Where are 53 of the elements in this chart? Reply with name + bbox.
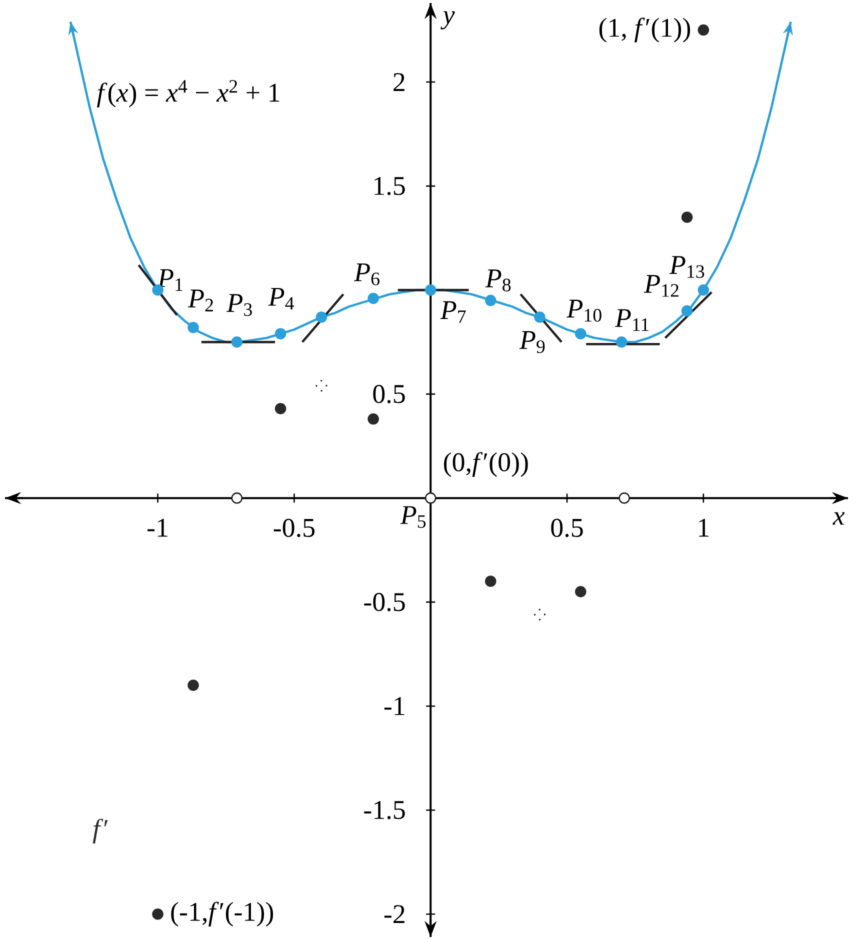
annotation: (0,f′(0)) <box>444 452 528 477</box>
point <box>575 328 586 340</box>
annotation: P$_{3}$ <box>226 294 252 316</box>
y-tick-label: 2 <box>394 73 404 91</box>
annotation: (1, f′(1)) <box>599 18 690 42</box>
text: f′ <box>92 818 108 844</box>
x-tick-label: 1 <box>699 518 709 537</box>
annotation: P$_{4}$ <box>268 288 294 310</box>
point <box>681 305 693 317</box>
y-tick-label: 0.5 <box>373 384 405 404</box>
annotation: P$_{11}$ <box>614 309 649 331</box>
text: f(x) = x$^{4}$ − x$^{2}$ + 1 <box>96 80 280 108</box>
point <box>424 492 436 504</box>
x-tick-label: -1 <box>148 518 168 537</box>
point <box>618 492 630 504</box>
y-tick-label: -0.5 <box>364 592 405 612</box>
y-tick-label: -2 <box>384 905 404 924</box>
point <box>681 212 693 223</box>
annotation: P$_{9}$ <box>519 331 545 354</box>
point <box>616 336 628 348</box>
annotation: P$_{13}$ <box>669 256 704 278</box>
y-tick-label: -1.5 <box>364 801 405 820</box>
annotation: P$_{12}$ <box>644 275 678 297</box>
annotation: P$_{2}$ <box>188 290 213 312</box>
point <box>484 576 496 587</box>
x-tick-label: 0.5 <box>551 518 583 538</box>
y-tick-label: -1 <box>384 697 404 716</box>
point <box>534 311 546 323</box>
x-axis-title: x <box>832 512 845 525</box>
point <box>188 322 199 334</box>
point <box>698 24 710 36</box>
point <box>698 284 710 296</box>
annotation: P$_{8}$ <box>485 270 511 292</box>
point <box>368 413 379 425</box>
point <box>424 284 436 296</box>
x-tick-label: -0.5 <box>274 518 315 538</box>
annotation: (-1,f′(-1)) <box>171 902 274 926</box>
y-tick-label: 1.5 <box>374 176 405 196</box>
annotation: P$_{5}$ <box>400 506 426 528</box>
point <box>316 311 328 323</box>
point <box>231 492 243 504</box>
point <box>152 908 164 920</box>
point <box>188 680 199 691</box>
point <box>274 402 286 414</box>
annotation: P$_{7}$ <box>440 301 466 323</box>
point <box>231 336 243 348</box>
point <box>274 328 286 340</box>
point <box>368 292 379 304</box>
y-axis-title: y <box>440 11 455 30</box>
annotation: P$_{6}$ <box>354 263 380 286</box>
annotation: P$_{10}$ <box>566 300 602 322</box>
point <box>575 586 586 598</box>
point <box>484 294 496 306</box>
